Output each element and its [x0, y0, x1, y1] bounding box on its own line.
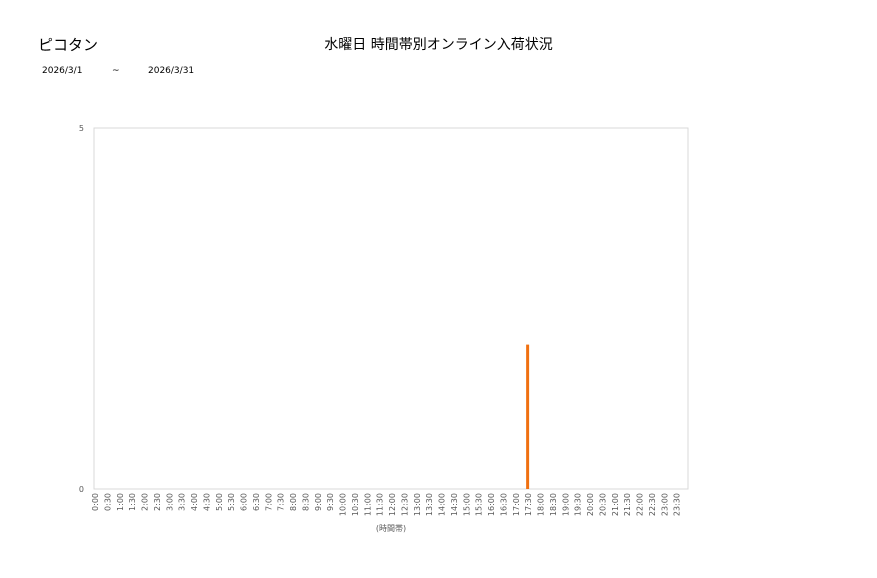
x-tick-label: 21:30 — [623, 493, 632, 516]
x-tick-label: 19:00 — [561, 493, 570, 516]
x-tick-label: 15:30 — [475, 493, 484, 516]
x-tick-label: 10:30 — [351, 493, 360, 516]
x-tick-label: 4:30 — [202, 493, 211, 511]
x-tick-label: 19:30 — [574, 493, 583, 516]
x-tick-label: 2:30 — [153, 493, 162, 511]
x-tick-label: 18:00 — [537, 493, 546, 516]
x-tick-label: 16:00 — [487, 493, 496, 516]
x-tick-label: 16:30 — [499, 493, 508, 516]
x-tick-label: 5:00 — [215, 493, 224, 511]
date-tilde: ~ — [112, 66, 120, 76]
x-tick-label: 23:00 — [660, 493, 669, 516]
y-tick-label: 0 — [79, 485, 84, 494]
x-tick-label: 14:30 — [450, 493, 459, 516]
plot-area — [93, 127, 689, 490]
x-tick-label: 6:00 — [240, 493, 249, 511]
x-tick-label: 12:30 — [400, 493, 409, 516]
x-tick-label: 6:30 — [252, 493, 261, 511]
x-tick-label: 8:00 — [289, 493, 298, 511]
x-tick-label: 10:00 — [339, 493, 348, 516]
x-tick-label: 11:30 — [376, 493, 385, 516]
chart-title: 水曜日 時間帯別オンライン入荷状況 — [324, 37, 553, 53]
x-tick-label: 12:00 — [388, 493, 397, 516]
x-tick-label: 11:00 — [363, 493, 372, 516]
x-tick-label: 23:30 — [673, 493, 682, 516]
date-from: 2026/3/1 — [42, 66, 83, 76]
x-tick-label: 13:30 — [425, 493, 434, 516]
x-tick-label: 13:00 — [413, 493, 422, 516]
x-tick-label: 17:30 — [524, 493, 533, 516]
x-tick-label: 3:30 — [178, 493, 187, 511]
bar-17:30 — [526, 344, 530, 489]
x-tick-label: 0:30 — [103, 493, 112, 511]
x-tick-label: 1:30 — [128, 493, 137, 511]
x-tick-label: 20:00 — [586, 493, 595, 516]
x-tick-label: 18:30 — [549, 493, 558, 516]
store-name: ピコタン — [38, 36, 99, 54]
x-tick-label: 4:00 — [190, 493, 199, 511]
x-tick-label: 8:30 — [301, 493, 310, 511]
x-tick-label: 9:00 — [314, 493, 323, 511]
x-tick-label: 2:00 — [141, 493, 150, 511]
x-tick-label: 5:30 — [227, 493, 236, 511]
x-tick-label: 7:30 — [277, 493, 286, 511]
x-tick-label: 20:30 — [598, 493, 607, 516]
date-to: 2026/3/31 — [148, 66, 195, 76]
x-tick-label: 17:00 — [512, 493, 521, 516]
x-tick-label: 1:00 — [116, 493, 125, 511]
x-tick-label: 3:00 — [165, 493, 174, 511]
x-tick-label: 21:00 — [611, 493, 620, 516]
x-tick-label: 7:00 — [264, 493, 273, 511]
x-tick-label: 0:00 — [91, 493, 100, 511]
x-tick-label: 22:30 — [648, 493, 657, 516]
x-tick-label: 15:00 — [462, 493, 471, 516]
y-tick-label: 5 — [79, 124, 84, 133]
x-tick-label: 9:30 — [326, 493, 335, 511]
x-tick-label: 22:00 — [636, 493, 645, 516]
x-tick-label: 14:00 — [438, 493, 447, 516]
x-axis-label: (時間帯) — [376, 523, 406, 533]
